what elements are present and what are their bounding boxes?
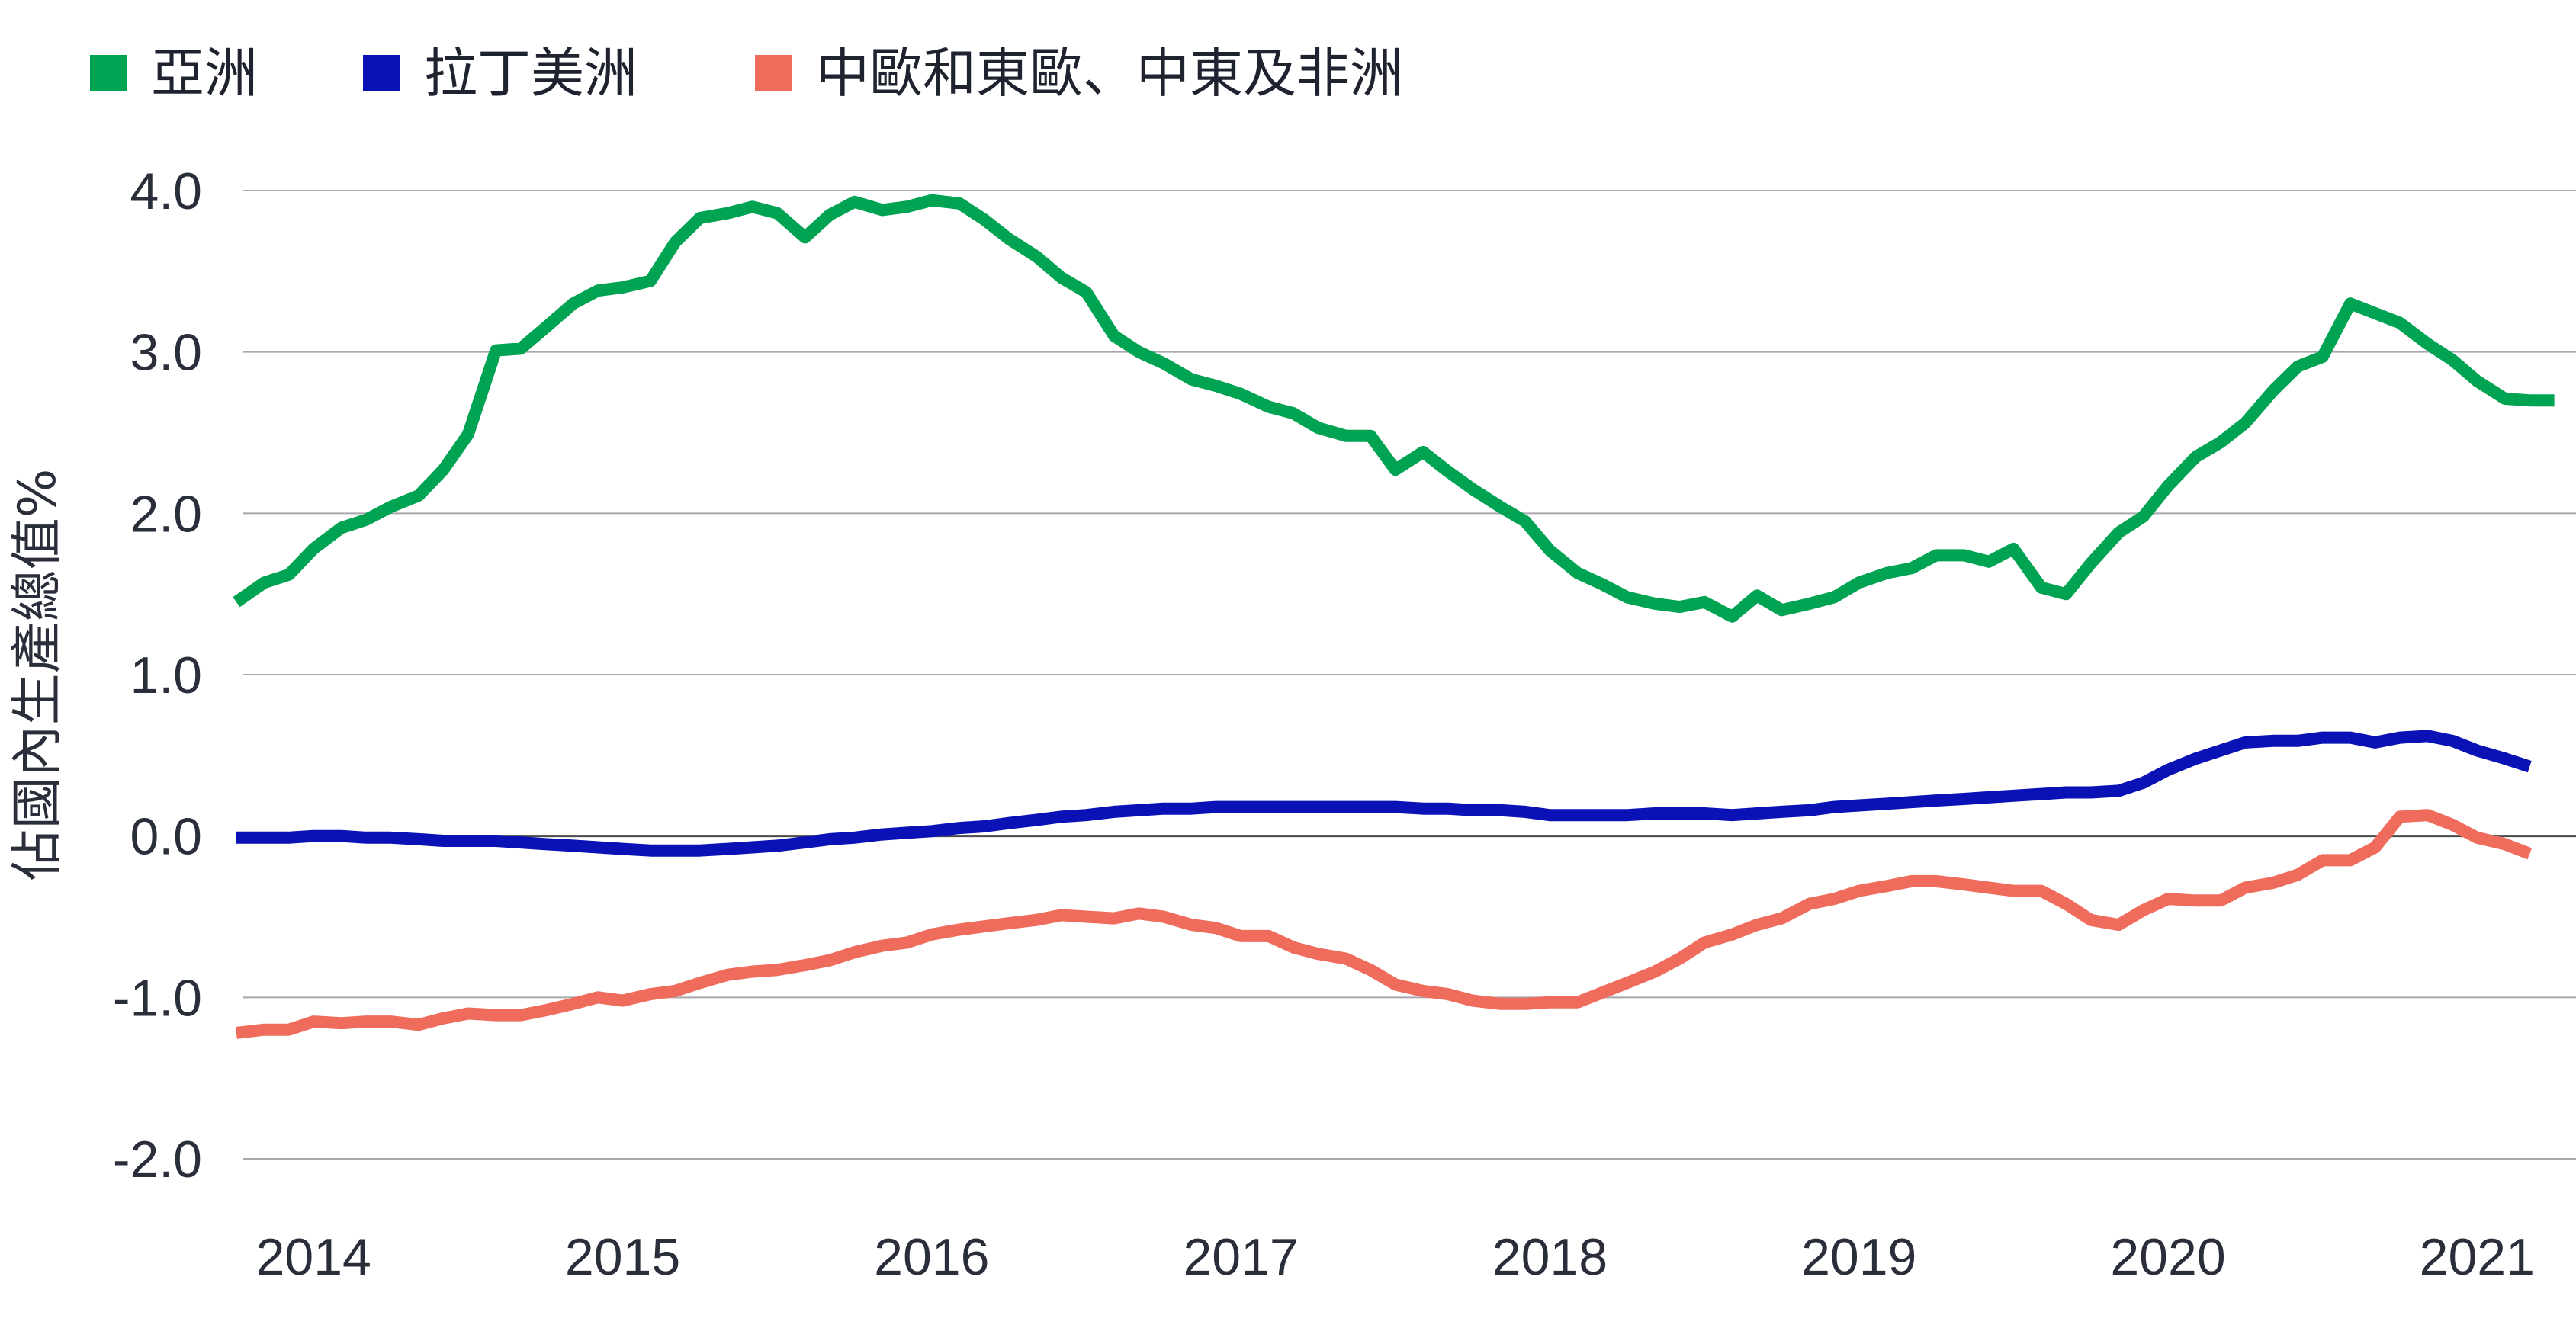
legend: 亞洲 拉丁美洲 中歐和東歐、中東及非洲 <box>90 42 1403 104</box>
y-tick-label: -2.0 <box>113 1131 202 1188</box>
series-lines <box>233 194 2555 1039</box>
legend-swatch <box>90 55 127 91</box>
x-tick-label: 2018 <box>1492 1228 1608 1286</box>
legend-label: 中歐和東歐、中東及非洲 <box>816 42 1403 104</box>
x-tick-label: 2020 <box>2110 1228 2225 1286</box>
y-axis-ticks: 4.0 3.0 2.0 1.0 0.0 -1.0 -2.0 <box>113 162 202 1188</box>
y-tick-label: 1.0 <box>130 646 202 704</box>
x-axis-ticks: 2014 2015 2016 2017 2018 2019 2020 2021 <box>256 1228 2535 1286</box>
y-tick-label: 2.0 <box>130 485 202 543</box>
gridlines <box>243 190 2576 1160</box>
legend-swatch <box>755 55 792 91</box>
x-tick-label: 2014 <box>256 1228 371 1286</box>
x-tick-label: 2016 <box>874 1228 989 1286</box>
y-tick-label: 0.0 <box>130 808 202 866</box>
legend-label: 拉丁美洲 <box>424 42 638 104</box>
y-tick-label: -1.0 <box>113 969 202 1027</box>
series-line-1 <box>233 194 2555 623</box>
y-axis-label: 佔國內生產總值% <box>8 469 68 881</box>
series-line-2 <box>236 730 2532 857</box>
x-tick-label: 2017 <box>1183 1228 1298 1286</box>
legend-label: 亞洲 <box>151 42 258 104</box>
legend-swatch <box>363 55 400 91</box>
x-tick-label: 2019 <box>1801 1228 1916 1286</box>
x-tick-label: 2015 <box>565 1228 680 1286</box>
series-line-3 <box>235 809 2533 1039</box>
x-tick-label: 2021 <box>2420 1228 2535 1286</box>
y-tick-label: 4.0 <box>130 162 202 220</box>
y-tick-label: 3.0 <box>130 324 202 382</box>
